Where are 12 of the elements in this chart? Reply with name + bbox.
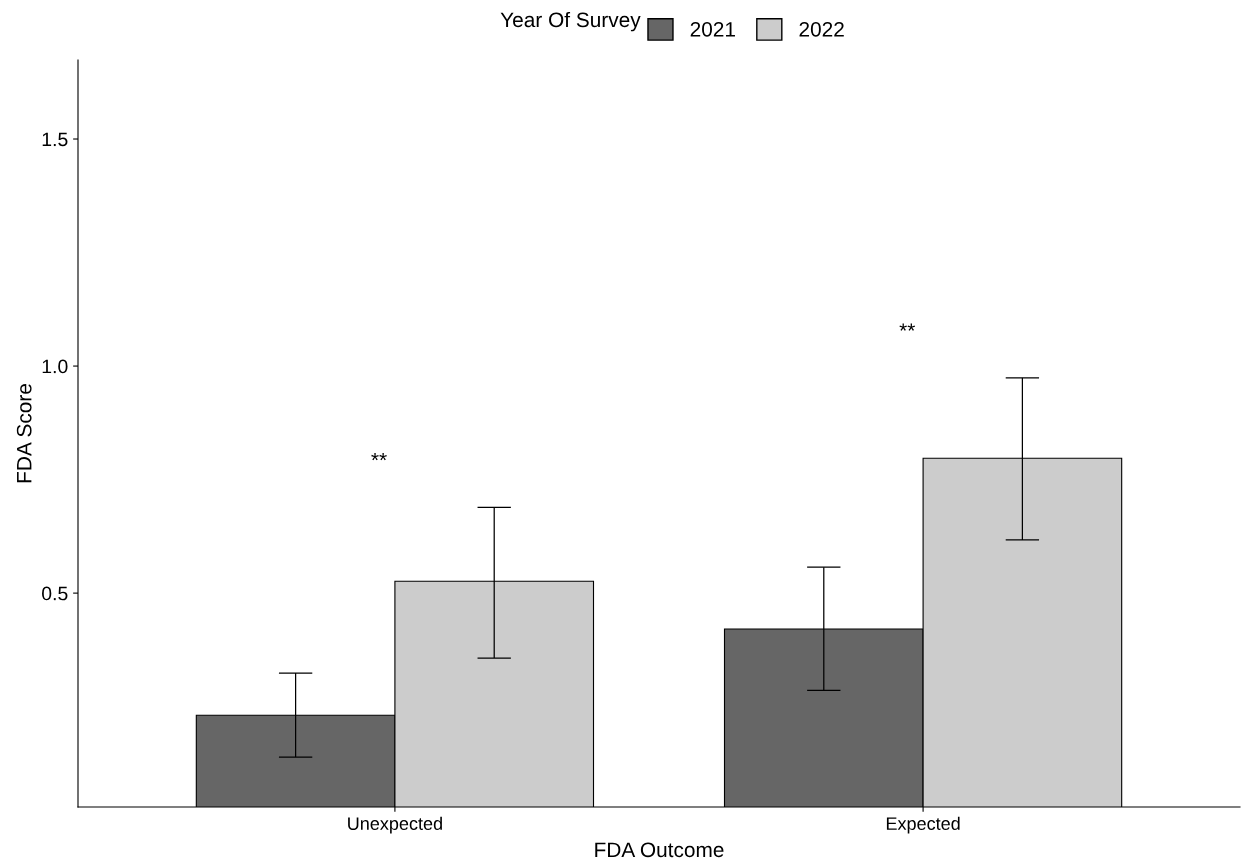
y-tick-label: 1.5 — [42, 132, 68, 147]
x-tick-label: Expected — [886, 816, 960, 834]
legend-label: 2021 — [690, 21, 735, 37]
y-axis-title: FDA Score — [16, 384, 32, 483]
y-tick-label: 0.5 — [42, 586, 68, 601]
y-tick-label: 1.0 — [42, 359, 68, 374]
annotation: ** — [371, 452, 387, 461]
legend-label: 2022 — [799, 21, 844, 37]
annotation: ** — [899, 323, 916, 331]
legend-title: Year Of Survey — [500, 11, 641, 32]
x-tick-label: Unexpected — [348, 816, 442, 834]
x-axis-title: FDA Outcome — [595, 842, 724, 858]
